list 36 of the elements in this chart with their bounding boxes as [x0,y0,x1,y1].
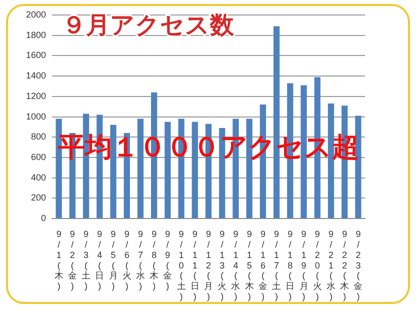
x-tick-label: 9/11(日) [190,229,200,302]
x-tick-label: 9/19(月) [299,229,308,302]
y-tick-label: 2000 [26,9,46,20]
y-tick-label: 600 [30,152,46,162]
x-tick-label: 9/6(火) [122,229,132,291]
chart-title: ９月アクセス数 [62,11,236,40]
x-tick-label: 9/7(水) [136,229,145,291]
bar [300,85,307,218]
x-tick-label: 9/4(日) [95,229,104,291]
y-tick-label: 1200 [26,90,46,101]
x-tick-label: 9/22(木) [340,229,350,302]
x-tick-label: 9/8(木) [150,229,159,291]
y-tick-label: 1800 [26,30,46,40]
x-tick-label: 9/9(金) [163,229,172,291]
x-tick-label: 9/21(水) [326,229,336,302]
x-tick-label: 9/18(日) [286,229,295,302]
y-tick-label: 0 [41,213,46,224]
x-tick-label: 9/5(月) [108,229,118,291]
y-tick-label: 800 [30,132,46,142]
x-tick-label: 9/1(木) [54,229,64,291]
y-tick-label: 1600 [26,50,46,60]
x-tick-label: 9/13(火) [218,229,227,302]
x-tick-label: 9/20(火) [312,229,322,302]
y-tick-label: 1000 [26,111,46,122]
x-tick-label: 9/16(金) [258,229,268,302]
x-tick-label: 9/3(土) [82,229,91,291]
x-tick-label: 9/23(金) [354,229,363,302]
y-tick-label: 200 [30,192,46,203]
y-tick-label: 400 [30,172,46,182]
y-tick-label: 1400 [26,70,46,81]
x-tick-label: 9/10(土) [176,229,186,302]
x-tick-label: 9/15(木) [244,229,254,302]
x-tick-label: 9/17(土) [272,229,282,302]
x-tick-label: 9/2(金) [68,229,77,291]
x-tick-label: 9/14(水) [231,229,240,302]
x-tick-label: 9/12(月) [204,229,214,302]
